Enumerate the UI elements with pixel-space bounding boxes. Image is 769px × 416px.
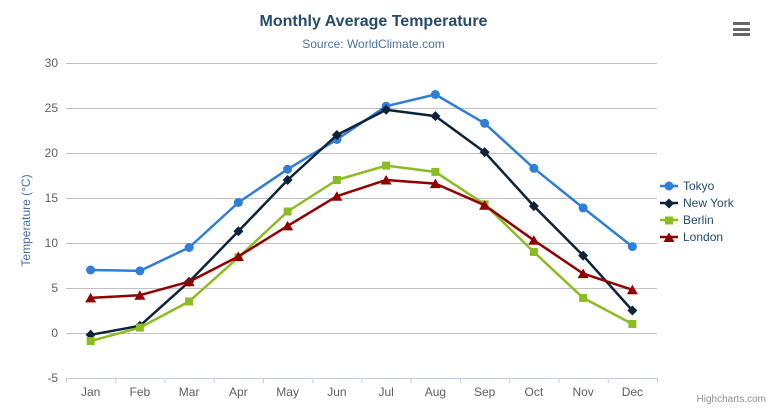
y-axis-label: 25 [45, 101, 59, 115]
data-point-marker[interactable] [282, 175, 293, 185]
x-axis-label: Dec [622, 385, 643, 399]
legend-item-london[interactable]: London [660, 228, 734, 245]
data-point-marker[interactable] [529, 163, 539, 173]
data-point-marker[interactable] [86, 265, 96, 275]
y-axis-label: -5 [47, 371, 58, 385]
x-axis-label: Apr [229, 385, 248, 399]
data-point-marker[interactable] [381, 104, 392, 115]
data-point-marker[interactable] [232, 251, 244, 262]
data-point-marker[interactable] [382, 161, 391, 170]
data-point-marker[interactable] [430, 90, 440, 99]
x-axis-label: Oct [525, 385, 544, 399]
series-line-new-york[interactable] [89, 108, 634, 337]
circle-legend-icon [660, 181, 678, 190]
data-point-marker[interactable] [332, 176, 341, 184]
data-point-marker[interactable] [283, 164, 293, 174]
square-legend-icon [660, 216, 678, 224]
legend-item-new-york[interactable]: New York [660, 194, 734, 211]
data-point-marker[interactable] [86, 337, 95, 346]
y-axis-label: 30 [45, 56, 59, 70]
data-point-marker[interactable] [429, 178, 441, 189]
data-point-marker[interactable] [528, 235, 540, 245]
x-axis-label: Jan [81, 385, 100, 399]
series-line-tokyo[interactable] [89, 93, 634, 273]
data-point-marker[interactable] [578, 250, 589, 261]
data-point-marker[interactable] [331, 130, 342, 140]
legend-item-berlin[interactable]: Berlin [660, 211, 734, 228]
data-point-marker[interactable] [479, 147, 490, 158]
data-point-marker[interactable] [528, 201, 539, 212]
legend: Tokyo New York Berlin London [660, 177, 734, 245]
legend-label: New York [683, 195, 734, 210]
data-point-marker[interactable] [431, 167, 440, 176]
data-point-marker[interactable] [626, 284, 638, 295]
series-line-london[interactable] [89, 178, 634, 300]
data-point-marker[interactable] [430, 111, 441, 122]
x-axis-label: Jul [378, 385, 393, 399]
data-point-marker[interactable] [578, 203, 588, 213]
data-point-marker[interactable] [135, 266, 145, 276]
data-point-marker[interactable] [135, 323, 144, 332]
data-point-marker[interactable] [331, 191, 343, 201]
x-axis-label: Jun [327, 385, 346, 399]
data-point-marker[interactable] [577, 268, 589, 279]
hamburger-icon [733, 33, 750, 36]
diamond-legend-icon [660, 198, 678, 208]
data-point-marker[interactable] [380, 175, 392, 185]
y-axis-label: 0 [51, 326, 58, 340]
y-axis-label: 10 [45, 236, 59, 250]
x-axis-label: Mar [179, 385, 200, 399]
x-axis-label: Aug [425, 385, 446, 399]
data-point-marker[interactable] [233, 198, 243, 207]
data-point-marker[interactable] [134, 290, 146, 300]
data-point-marker[interactable] [183, 276, 195, 287]
y-axis-title: Temperature (°C) [19, 174, 33, 266]
chart-subtitle: Source: WorldClimate.com [302, 37, 445, 51]
data-point-marker[interactable] [233, 226, 244, 237]
data-point-marker[interactable] [282, 220, 294, 231]
data-point-marker[interactable] [283, 207, 292, 216]
export-menu-button[interactable] [733, 22, 750, 36]
hamburger-icon [733, 27, 750, 31]
y-axis-label: 20 [45, 146, 59, 160]
x-axis-label: Feb [130, 385, 151, 399]
legend-label: Berlin [683, 212, 714, 227]
data-point-marker[interactable] [627, 305, 638, 316]
legend-label: London [683, 229, 724, 244]
legend-label: Tokyo [683, 178, 715, 193]
x-axis-label: Nov [572, 385, 593, 399]
data-point-marker[interactable] [479, 200, 491, 210]
x-axis-label: Sep [474, 385, 496, 399]
data-point-marker[interactable] [184, 243, 194, 252]
x-axis-label: May [276, 385, 299, 399]
data-point-marker[interactable] [529, 248, 538, 256]
highcharts-credit-link[interactable]: Highcharts.com [696, 394, 766, 405]
triangle-legend-icon [660, 232, 678, 242]
data-point-marker[interactable] [185, 297, 194, 306]
data-point-marker[interactable] [85, 292, 97, 303]
data-point-marker[interactable] [628, 320, 637, 328]
data-point-marker[interactable] [627, 242, 637, 252]
series-line-berlin[interactable] [89, 164, 634, 343]
legend-item-tokyo[interactable]: Tokyo [660, 177, 734, 194]
data-point-marker[interactable] [480, 118, 490, 128]
data-point-marker[interactable] [579, 293, 588, 302]
y-axis-label: 5 [51, 281, 58, 295]
hamburger-icon [733, 22, 750, 25]
y-axis-label: 15 [45, 191, 59, 205]
chart-title: Monthly Average Temperature [259, 13, 488, 30]
